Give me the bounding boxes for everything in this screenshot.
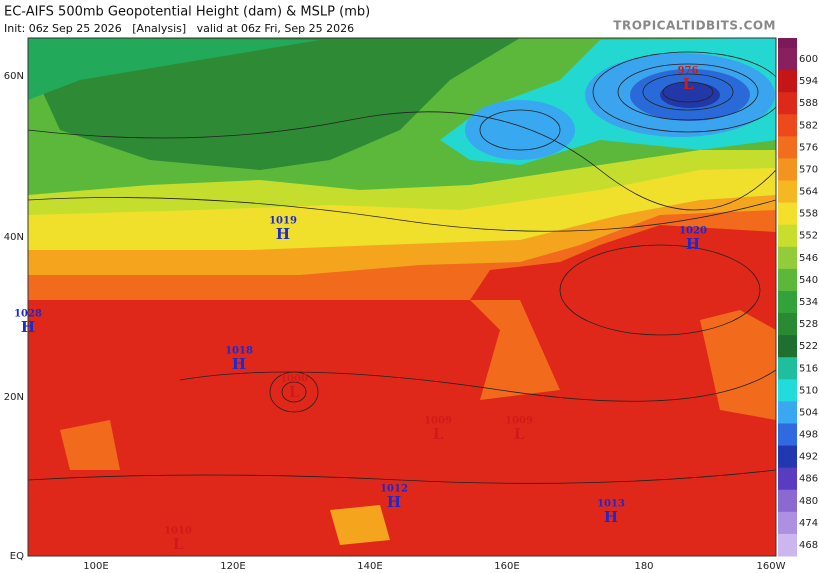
pressure-symbol: L [173, 535, 184, 553]
colorbar: 600 594 588 582 576 570 564 558 552 546 540 534 528 5… [778, 48, 818, 557]
colorbar-swatch [778, 114, 797, 137]
colorbar-label: 588 [799, 98, 818, 109]
pressure-symbol: L [514, 425, 525, 443]
colorbar-swatch [778, 268, 797, 292]
longitude-label: 100E [83, 561, 108, 572]
pressure-symbol: L [433, 425, 444, 443]
pressure-value: 1012 [380, 484, 408, 495]
colorbar-label: 474 [799, 518, 818, 529]
colorbar-swatch [778, 313, 797, 336]
colorbar-label: 600 [799, 54, 818, 65]
colorbar-swatch [778, 511, 797, 535]
colorbar-swatch [778, 48, 797, 71]
pressure-symbol: L [683, 75, 694, 93]
colorbar-swatch [778, 445, 797, 469]
colorbar-label: 534 [799, 297, 818, 308]
colorbar-label: 528 [799, 319, 818, 330]
colorbar-swatch [778, 180, 797, 204]
colorbar-swatch [778, 70, 797, 93]
pressure-symbol: L [289, 383, 300, 401]
colorbar-swatch [778, 202, 797, 226]
latitude-label: 40N [4, 232, 24, 243]
axes: 60N 40N 20N EQ 100E 120E 140E 160E 180 160W [4, 71, 786, 572]
colorbar-label: 552 [799, 231, 818, 242]
pressure-symbol: H [21, 318, 35, 336]
pressure-value: 1020 [679, 226, 707, 237]
pressure-symbol: H [276, 225, 290, 243]
colorbar-label: 564 [799, 187, 818, 198]
colorbar-swatch [778, 401, 797, 424]
colorbar-label: 510 [799, 385, 818, 396]
colorbar-swatch [778, 136, 797, 159]
colorbar-label: 522 [799, 341, 818, 352]
pressure-value: 1018 [225, 346, 253, 357]
longitude-label: 120E [220, 561, 245, 572]
colorbar-swatch [778, 489, 797, 513]
colorbar-swatch [778, 467, 797, 491]
pressure-symbol: H [686, 235, 700, 253]
pressure-value: 1019 [269, 216, 297, 227]
site-name: TROPICALTIDBITS.COM [613, 19, 776, 33]
colorbar-swatch [778, 335, 797, 358]
colorbar-swatch [778, 379, 797, 402]
colorbar-swatch [778, 290, 797, 314]
longitude-label: 180 [634, 561, 653, 572]
colorbar-label: 492 [799, 452, 818, 463]
colorbar-swatch [778, 423, 797, 447]
pressure-symbol: H [604, 508, 618, 526]
colorbar-label: 516 [799, 363, 818, 374]
pressure-value: 1000 [280, 374, 308, 385]
colorbar-label: 498 [799, 430, 818, 441]
pressure-symbol: H [387, 493, 401, 511]
colorbar-swatch [778, 158, 797, 182]
pressure-value: 1009 [424, 416, 452, 427]
colorbar-swatch [778, 246, 797, 270]
colorbar-label: 486 [799, 474, 818, 485]
colorbar-label: 480 [799, 496, 818, 507]
pressure-symbol: H [232, 355, 246, 373]
colorbar-label: 540 [799, 275, 818, 286]
colorbar-swatch [778, 533, 797, 557]
pressure-value: 1013 [597, 499, 625, 510]
pressure-value: 1010 [164, 526, 192, 537]
colorbar-label: 582 [799, 120, 818, 131]
pressure-value: 976 [678, 66, 699, 77]
colorbar-label: 546 [799, 253, 818, 264]
longitude-label: 140E [357, 561, 382, 572]
title: EC-AIFS 500mb Geopotential Height (dam) … [4, 5, 370, 20]
colorbar-label: 576 [799, 142, 818, 153]
map-area [28, 38, 776, 556]
colorbar-label: 468 [799, 540, 818, 551]
colorbar-cap [778, 38, 797, 48]
latitude-label: EQ [10, 551, 24, 562]
latitude-label: 20N [4, 392, 24, 403]
pressure-value: 1028 [14, 309, 42, 320]
map-frame [27, 37, 777, 557]
longitude-label: 160E [494, 561, 519, 572]
colorbar-label: 570 [799, 164, 818, 175]
pressure-value: 1009 [505, 416, 533, 427]
colorbar-swatch [778, 92, 797, 115]
longitude-label: 160W [757, 561, 786, 572]
colorbar-swatch [778, 224, 797, 248]
colorbar-label: 504 [799, 407, 818, 418]
subtitle: Init: 06z Sep 25 2026 [Analysis] valid a… [4, 22, 354, 35]
colorbar-label: 594 [799, 76, 818, 87]
latitude-label: 60N [4, 71, 24, 82]
colorbar-swatch [778, 357, 797, 380]
colorbar-label: 558 [799, 209, 818, 220]
